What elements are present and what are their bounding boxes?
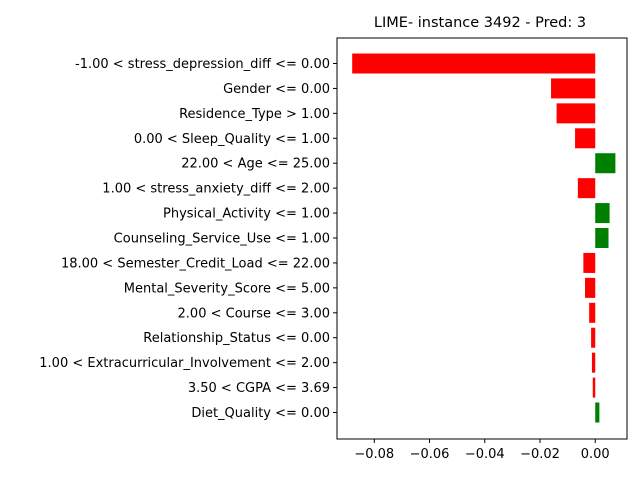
- category-label-13: 3.50 < CGPA <= 3.69: [188, 381, 330, 396]
- bar-8: [583, 252, 596, 273]
- category-label-4: 22.00 < Age <= 25.00: [181, 157, 330, 172]
- bar-11: [591, 327, 596, 348]
- bar-6: [595, 203, 610, 224]
- bar-9: [585, 277, 596, 298]
- bar-0: [352, 53, 596, 74]
- bar-14: [595, 402, 600, 423]
- x-tick-label-3: −0.02: [520, 447, 560, 462]
- category-label-12: 1.00 < Extracurricular_Involvement <= 2.…: [39, 356, 330, 371]
- x-tick-label-0: −0.08: [354, 447, 394, 462]
- category-label-14: Diet_Quality <= 0.00: [191, 406, 330, 421]
- bars-group: [352, 53, 616, 423]
- category-label-11: Relationship_Status <= 0.00: [143, 331, 330, 346]
- bar-5: [577, 178, 596, 199]
- bar-13: [592, 377, 596, 398]
- category-label-10: 2.00 < Course <= 3.00: [178, 306, 330, 321]
- x-tick-label-2: −0.04: [465, 447, 505, 462]
- bar-1: [551, 78, 596, 99]
- category-label-1: Gender <= 0.00: [223, 82, 330, 97]
- category-label-3: 0.00 < Sleep_Quality <= 1.00: [134, 132, 330, 147]
- x-tick-label-4: 0.00: [581, 447, 610, 462]
- category-label-5: 1.00 < stress_anxiety_diff <= 2.00: [102, 182, 330, 197]
- category-labels: -1.00 < stress_depression_diff <= 0.00 Ge…: [39, 57, 337, 421]
- bar-3: [575, 128, 596, 149]
- bar-7: [595, 228, 609, 249]
- category-label-6: Physical_Activity <= 1.00: [163, 207, 330, 222]
- category-label-2: Residence_Type > 1.00: [179, 107, 330, 122]
- chart-title: LIME- instance 3492 - Pred: 3: [374, 15, 586, 31]
- category-label-8: 18.00 < Semester_Credit_Load <= 22.00: [61, 256, 330, 271]
- bar-2: [556, 103, 596, 124]
- bar-12: [591, 352, 596, 373]
- category-label-0: -1.00 < stress_depression_diff <= 0.00: [75, 57, 330, 72]
- plot-frame: [336, 37, 628, 440]
- x-tick-label-1: −0.06: [410, 447, 450, 462]
- bar-10: [589, 302, 596, 323]
- x-axis: −0.08 −0.06 −0.04 −0.02 0.00: [354, 439, 610, 462]
- category-label-9: Mental_Severity_Score <= 5.00: [124, 281, 330, 296]
- category-label-7: Counseling_Service_Use <= 1.00: [114, 232, 330, 247]
- bar-4: [595, 153, 616, 174]
